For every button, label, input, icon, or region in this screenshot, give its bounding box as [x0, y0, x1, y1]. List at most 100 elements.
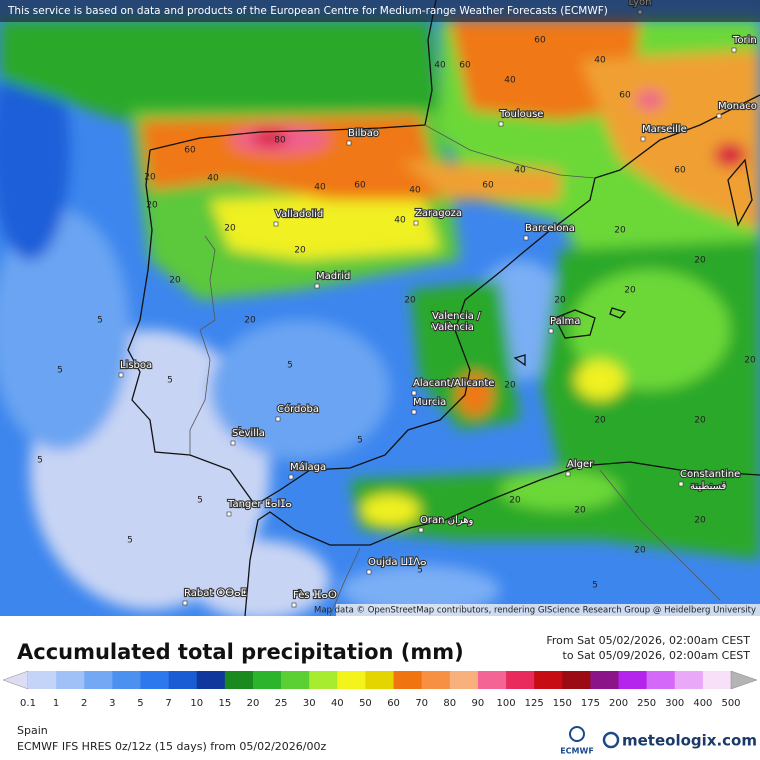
colorbar-tick-label: 70: [415, 698, 428, 709]
precip-area: [350, 460, 760, 560]
contour-label: 5: [592, 581, 598, 591]
precip-area: [0, 210, 130, 450]
city-label: Bilbao: [348, 128, 379, 139]
contour-label: 20: [294, 246, 306, 256]
contour-label: 5: [37, 456, 43, 466]
city-label: Alacant/Alicante: [413, 378, 494, 389]
contour-label: 40: [434, 61, 446, 71]
contour-label: 40: [504, 76, 516, 86]
region: Spain: [17, 724, 48, 737]
contour-label: 40: [207, 174, 219, 184]
precip-area: [570, 270, 730, 390]
city-label: Monaco: [718, 101, 757, 112]
contour-labels: 20 20 40 60 80 40 60 40 20 20 20 40 60 40 60 40 60 40 60 20…: [37, 36, 756, 591]
contour-label: 40: [594, 56, 606, 66]
colorbar-swatch: [618, 671, 647, 689]
contour-label: 60: [534, 36, 546, 46]
city-label: Oujda ⵡⵊⴷⴰ: [368, 557, 427, 568]
ecmwf-icon: [569, 726, 585, 742]
city-label: Torin: [732, 35, 757, 46]
precip-area: [210, 320, 390, 460]
city-marker: [346, 140, 352, 146]
contour-label: 40: [314, 183, 326, 193]
contour-label: 60: [459, 61, 471, 71]
title: Accumulated total precipitation (mm): [17, 640, 464, 664]
colorbar-tick-label: 300: [665, 698, 684, 709]
colorbar-tick-label: 125: [525, 698, 544, 709]
city-marker: [678, 481, 684, 487]
city-label: Fès ⴼⴰⵙ: [293, 589, 337, 601]
city-label: Tanger ⵟⴰⵏⵊⴰ: [227, 499, 292, 510]
colorbar-swatch: [84, 671, 113, 689]
header-bar: [0, 0, 760, 22]
colorbar-swatch: [365, 671, 394, 689]
city-marker: [413, 220, 419, 226]
contour-label: 20: [224, 224, 236, 234]
brand-icon: [602, 731, 620, 749]
contour-label: 5: [197, 496, 203, 506]
colorbar-swatch: [590, 671, 619, 689]
city-label: Rabat ⵔⴱⴰⵟ: [184, 588, 247, 599]
contour-label: 80: [274, 136, 286, 146]
contour-label: 20: [146, 201, 158, 211]
precip-area: [580, 50, 760, 230]
city-marker: [314, 283, 320, 289]
precip-area: [636, 90, 664, 110]
city-label: Barcelona: [525, 223, 575, 234]
period-from: From Sat 05/02/2026, 02:00am CEST: [546, 634, 750, 647]
contour-label: 20: [634, 546, 646, 556]
contour-label: 5: [237, 426, 243, 436]
colorbar-swatch: [28, 671, 57, 689]
colorbar-swatch: [196, 671, 226, 689]
colorbar-swatch: [337, 671, 366, 689]
attribution: Map data © OpenStreetMap contributors, r…: [314, 606, 756, 616]
city-marker: [565, 471, 571, 477]
colorbar-over: [730, 670, 758, 690]
city-marker: [548, 328, 554, 334]
precip-area: [190, 540, 330, 616]
city-labels: LyonTorinBilbaoToulouseMarseilleMonacoVa…: [118, 0, 758, 608]
ecmwf-logo: ECMWF: [560, 726, 594, 756]
coastlines: [127, 0, 760, 616]
city-marker: [411, 409, 417, 415]
colorbar-swatch: [168, 671, 198, 689]
city-marker: [291, 602, 297, 608]
city-marker: [640, 136, 646, 142]
colorbar-swatch: [646, 671, 676, 689]
city-label: Constantine: [680, 469, 740, 480]
colorbar-tick-label: 90: [472, 698, 485, 709]
city-label: Valladolid: [275, 209, 323, 220]
model-info: ECMWF IFS HRES 0z/12z (15 days) from 05/…: [17, 740, 327, 753]
city-label: Palma: [550, 316, 580, 327]
colorbar-swatch: [140, 671, 169, 689]
city-marker: [523, 235, 529, 241]
city-marker: [288, 474, 294, 480]
city-label: Murcia: [413, 397, 446, 408]
colorbar-tick-label: 50: [359, 698, 372, 709]
contour-label: 60: [674, 166, 686, 176]
city-marker: [366, 569, 372, 575]
colorbar-tick-label: 400: [693, 698, 712, 709]
precipitation-map: 20 20 40 60 80 40 60 40 20 20 20 40 60 40 60 40 60 40 60 20…: [0, 0, 760, 616]
contour-label: 20: [144, 173, 156, 183]
contour-label: 5: [417, 566, 423, 576]
contour-label: 5: [97, 316, 103, 326]
colorbar-tick-label: 1: [53, 698, 59, 709]
colorbar-tick-label: 0.1: [20, 698, 36, 709]
precip-area: [400, 160, 560, 200]
city-label: Zaragoza: [415, 208, 462, 219]
city-marker: [275, 416, 281, 422]
contour-label: 20: [574, 506, 586, 516]
colorbar-swatch: [534, 671, 563, 689]
header-notice: This service is based on data and produc…: [7, 5, 608, 17]
colorbar-tick-label: 15: [218, 698, 231, 709]
precip-area: [714, 143, 746, 167]
contour-label: 20: [404, 296, 416, 306]
contour-label: 5: [357, 436, 363, 446]
contour-label: 5: [57, 366, 63, 376]
city-label: Alger: [567, 459, 594, 470]
contour-label: 60: [184, 146, 196, 156]
attribution-bar: [336, 604, 760, 616]
colorbar-tick-label: 100: [496, 698, 515, 709]
contour-label: 60: [354, 181, 366, 191]
